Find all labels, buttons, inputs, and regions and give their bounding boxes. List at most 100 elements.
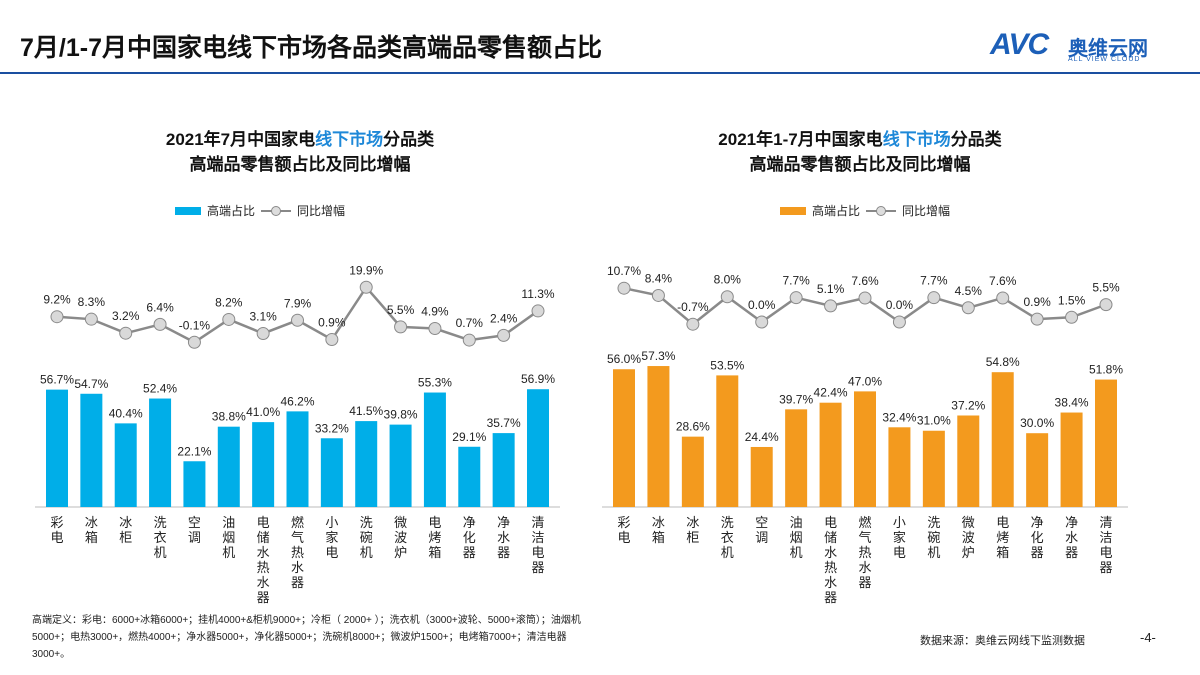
line-marker — [961, 301, 975, 315]
bar — [114, 423, 137, 507]
category-label-char: 油 — [222, 516, 235, 531]
bar-label: 40.4% — [109, 406, 143, 420]
bar — [957, 415, 980, 507]
bar — [527, 389, 549, 507]
category-label-char: 箱 — [85, 530, 98, 546]
bar — [458, 446, 481, 507]
line-label: 0.9% — [318, 316, 346, 330]
category-label-char: 电 — [996, 516, 1009, 531]
logo-name-cn: 奥维云网 — [1068, 38, 1148, 60]
bar-label: 39.7% — [779, 392, 813, 406]
line-marker — [1099, 298, 1113, 312]
logo-mark: AVC — [990, 28, 1049, 61]
bar — [183, 461, 206, 507]
bar-label: 56.0% — [607, 352, 641, 366]
line-label: 19.9% — [349, 263, 383, 277]
title-line2: 高端品零售额占比及同比增幅 — [749, 155, 971, 174]
category-label-char: 油 — [790, 516, 803, 531]
category-label-char: 清 — [1099, 516, 1112, 531]
line-marker — [1030, 312, 1044, 326]
category-label-char: 机 — [790, 546, 803, 561]
category-label-char: 小 — [893, 516, 906, 531]
line-marker — [996, 291, 1010, 305]
line-label: 8.3% — [78, 295, 106, 309]
bar-label: 35.7% — [487, 416, 521, 430]
left-chart-title: 2021年7月中国家电线下市场分品类 高端品零售额占比及同比增幅 — [40, 127, 560, 177]
category-label-char: 箱 — [428, 545, 441, 561]
bar-label: 55.3% — [418, 376, 452, 390]
line-marker — [497, 328, 511, 342]
category-label-char: 器 — [531, 561, 544, 576]
category-label-char: 衣 — [721, 530, 734, 546]
category-label-char: 冰 — [85, 516, 98, 531]
category-label-char: 净 — [1031, 516, 1044, 531]
category-label-char: 冰 — [652, 516, 665, 531]
category-label-char: 清 — [531, 516, 544, 531]
category-label-char: 箱 — [652, 530, 665, 546]
category-label-char: 电 — [531, 546, 544, 561]
category-label-char: 家 — [325, 530, 338, 546]
category-label-char: 水 — [1065, 531, 1078, 546]
line-marker — [1065, 310, 1079, 324]
category-label-char: 碗 — [360, 530, 373, 546]
category-label-char: 洗 — [154, 516, 167, 531]
bar — [217, 426, 240, 507]
line-label: 7.6% — [851, 274, 879, 288]
line-label: 8.2% — [215, 295, 243, 309]
bar-label: 54.7% — [74, 377, 108, 391]
category-label-char: 电 — [893, 546, 906, 561]
data-source: 数据来源：奥维云网线下监测数据 — [920, 635, 1085, 647]
line-marker — [153, 317, 167, 331]
line-label: 8.0% — [714, 273, 742, 287]
line-label: -0.1% — [179, 318, 211, 332]
line-label: 4.9% — [421, 305, 449, 319]
page-title: 7月/1-7月中国家电线下市场各品类高端品零售额占比 — [20, 34, 602, 62]
line-marker — [462, 333, 476, 347]
category-label-char: 器 — [291, 576, 304, 591]
line-marker — [428, 322, 442, 336]
line-label: 3.2% — [112, 309, 140, 323]
bar — [888, 427, 911, 507]
category-label-char: 机 — [222, 546, 235, 561]
line-marker — [824, 299, 838, 313]
bar — [819, 402, 842, 507]
category-label-char: 电 — [428, 516, 441, 531]
bar-label: 24.4% — [745, 430, 779, 444]
category-label-char: 冰 — [686, 516, 699, 531]
bar — [80, 393, 103, 507]
line-label: 6.4% — [146, 300, 174, 314]
category-label-char: 水 — [824, 576, 837, 591]
bar-label: 47.0% — [848, 374, 882, 388]
category-label-char: 器 — [858, 576, 871, 591]
category-label-char: 化 — [463, 531, 476, 546]
category-label-char: 器 — [257, 591, 270, 606]
category-label-char: 机 — [154, 546, 167, 561]
bar — [286, 411, 309, 507]
category-label-char: 水 — [497, 531, 510, 546]
line-marker — [119, 326, 133, 340]
category-label-char: 碗 — [927, 530, 940, 546]
title-line2: 高端品零售额占比及同比增幅 — [189, 155, 411, 174]
line-marker — [755, 315, 769, 329]
bar-label: 52.4% — [143, 382, 177, 396]
line-label: 8.4% — [645, 271, 673, 285]
line-marker — [892, 315, 906, 329]
line-marker — [256, 326, 270, 340]
logo: AVC 奥维云网 ALL VIEW CLOUD — [990, 28, 1170, 70]
category-label-char: 电 — [257, 516, 270, 531]
bar-label: 38.4% — [1055, 396, 1089, 410]
bar-label: 30.0% — [1020, 416, 1054, 430]
category-label-char: 洁 — [1099, 531, 1112, 546]
bar — [423, 392, 446, 507]
bar — [647, 366, 670, 507]
bar-label: 42.4% — [814, 386, 848, 400]
legend-bar-swatch — [175, 206, 201, 215]
title-highlight: 线下市场 — [315, 130, 384, 149]
legend-line-label: 同比增幅 — [297, 204, 346, 218]
bar — [149, 398, 172, 507]
line-marker — [720, 290, 734, 304]
legend-line-label: 同比增幅 — [902, 204, 951, 218]
footnote: 高端定义：彩电：6000+冰箱6000+；挂机4000+&柜机9000+；冷柜（… — [32, 615, 581, 660]
title-part: 2021年1-7月中国家电 — [718, 130, 883, 149]
line-label: 10.7% — [607, 264, 641, 278]
